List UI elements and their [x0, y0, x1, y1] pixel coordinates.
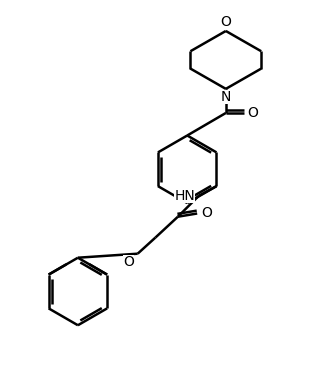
Text: HN: HN — [174, 189, 195, 203]
Text: O: O — [123, 255, 134, 269]
Text: O: O — [220, 15, 231, 29]
Text: N: N — [221, 90, 231, 105]
Text: O: O — [201, 206, 212, 220]
Text: O: O — [247, 106, 258, 120]
